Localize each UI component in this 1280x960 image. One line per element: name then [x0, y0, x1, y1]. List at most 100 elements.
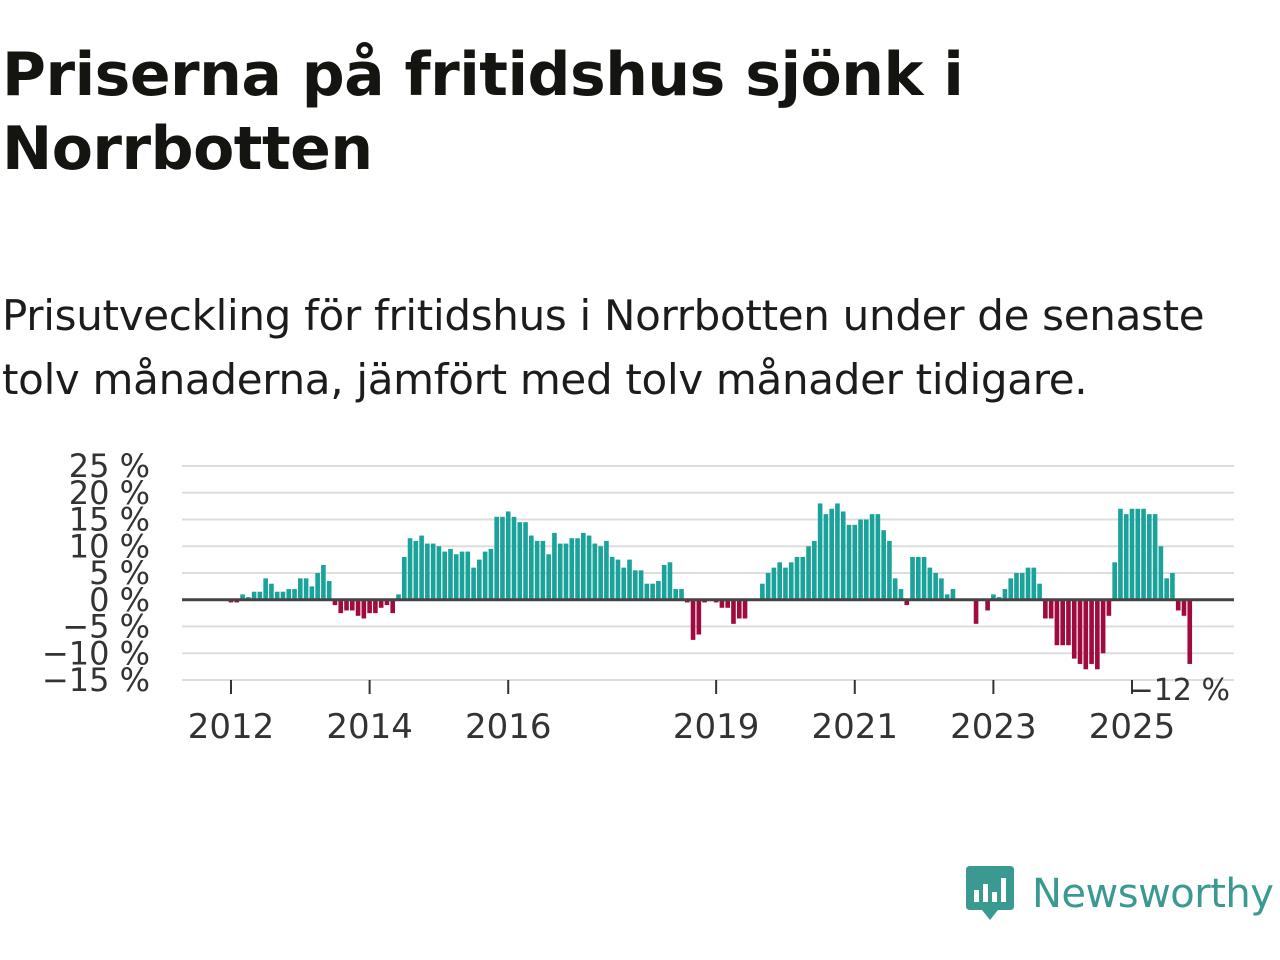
- bar: [679, 589, 684, 600]
- bar: [656, 581, 661, 600]
- bar: [286, 589, 292, 600]
- bar: [1095, 599, 1100, 670]
- bar: [742, 599, 748, 619]
- bar: [985, 599, 990, 611]
- bar: [1129, 508, 1135, 600]
- bar: [315, 573, 320, 600]
- bar: [1071, 599, 1077, 659]
- bar: [1164, 578, 1169, 600]
- bar: [419, 535, 424, 600]
- bar: [321, 564, 326, 600]
- bar: [840, 511, 846, 600]
- y-tick-label: 25 %: [69, 447, 150, 485]
- bar: [240, 594, 245, 600]
- bar: [1043, 599, 1048, 619]
- bar: [332, 599, 338, 606]
- bar: [1181, 599, 1187, 616]
- bar: [609, 556, 615, 600]
- bar: [604, 540, 609, 600]
- bar: [355, 599, 361, 616]
- bar: [1106, 599, 1112, 616]
- bar: [887, 540, 892, 600]
- y-tick-label: 0 %: [89, 581, 150, 619]
- bar: [1037, 583, 1042, 600]
- bar: [1089, 599, 1094, 664]
- bar: [1002, 589, 1008, 600]
- bar: [592, 543, 598, 600]
- bar: [471, 567, 476, 600]
- bar: [1147, 514, 1152, 600]
- bar: [1170, 573, 1175, 600]
- bar: [430, 543, 436, 600]
- bar: [575, 538, 580, 600]
- y-tick-label: −15 %: [42, 661, 150, 699]
- bar: [1031, 567, 1037, 600]
- y-tick-label: −5 %: [62, 608, 150, 646]
- bar: [719, 599, 725, 608]
- bar: [581, 532, 586, 600]
- bar: [1066, 599, 1071, 646]
- newsworthy-logo: Newsworthy: [964, 862, 1274, 926]
- bar: [534, 540, 540, 600]
- bar: [482, 551, 488, 600]
- chart-title: Priserna på fritidshus sjönk i Norrbotte…: [2, 40, 964, 184]
- bar: [523, 522, 528, 600]
- bar: [806, 546, 811, 600]
- x-tick-label: 2023: [950, 707, 1037, 747]
- bar: [621, 567, 627, 600]
- bar: [661, 564, 667, 600]
- bar: [1158, 546, 1164, 600]
- bar: [973, 599, 979, 624]
- bar: [615, 559, 621, 600]
- bar: [817, 503, 823, 600]
- bar: [794, 556, 800, 600]
- bar: [812, 540, 817, 600]
- bar: [823, 514, 829, 600]
- y-tick-label: −10 %: [42, 634, 150, 672]
- bar: [927, 567, 933, 600]
- bar: [632, 570, 638, 600]
- bar: [852, 524, 858, 600]
- bar: [1025, 567, 1031, 600]
- bar: [500, 516, 505, 600]
- bar: [292, 589, 297, 600]
- bar: [690, 599, 696, 640]
- bar: [725, 599, 731, 608]
- bar: [1187, 599, 1193, 664]
- x-axis: 2012 2014 2016 2019 2021 2023 2025: [188, 680, 1175, 747]
- bar: [297, 578, 303, 600]
- bar: [401, 556, 407, 600]
- bar: [921, 556, 927, 600]
- bar: [1112, 562, 1117, 600]
- bar: [494, 516, 499, 600]
- bar: [361, 599, 367, 619]
- bar: [777, 562, 782, 600]
- bar: [280, 591, 286, 600]
- bar: [915, 556, 921, 600]
- bar: [390, 599, 396, 614]
- bar: [598, 546, 603, 600]
- bar: [1141, 508, 1146, 600]
- bar: [991, 594, 996, 600]
- bar: [627, 559, 632, 600]
- bar: [644, 583, 650, 600]
- bar: [477, 559, 482, 600]
- bar: [338, 599, 344, 614]
- bar: [736, 599, 742, 619]
- x-tick-label: 2012: [188, 707, 275, 747]
- x-tick-label: 2014: [326, 707, 413, 747]
- bar: [650, 583, 655, 600]
- bar: [696, 599, 702, 635]
- bar: [1100, 599, 1106, 654]
- bar: [1152, 514, 1158, 600]
- y-tick-label: 20 %: [69, 474, 150, 512]
- bar: [944, 594, 950, 600]
- bar: [384, 599, 390, 606]
- bar: [939, 578, 944, 600]
- bar: [835, 503, 840, 600]
- bar: [326, 581, 332, 600]
- bar: [1135, 508, 1141, 600]
- y-axis: 25 %20 %15 %10 %5 %0 %−5 %−10 %−15 %: [42, 447, 150, 699]
- bar: [448, 548, 453, 600]
- y-tick-label: 10 %: [69, 527, 150, 565]
